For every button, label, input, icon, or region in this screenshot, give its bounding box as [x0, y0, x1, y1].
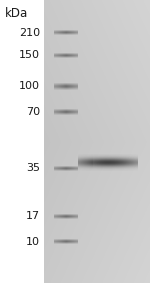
Text: 17: 17 — [26, 211, 40, 222]
Bar — [0, 0, 44, 283]
Text: kDa: kDa — [5, 7, 28, 20]
Text: 100: 100 — [19, 81, 40, 91]
Text: 210: 210 — [19, 27, 40, 38]
Text: 70: 70 — [26, 107, 40, 117]
Text: 35: 35 — [26, 163, 40, 173]
Text: 150: 150 — [19, 50, 40, 60]
Text: 10: 10 — [26, 237, 40, 247]
